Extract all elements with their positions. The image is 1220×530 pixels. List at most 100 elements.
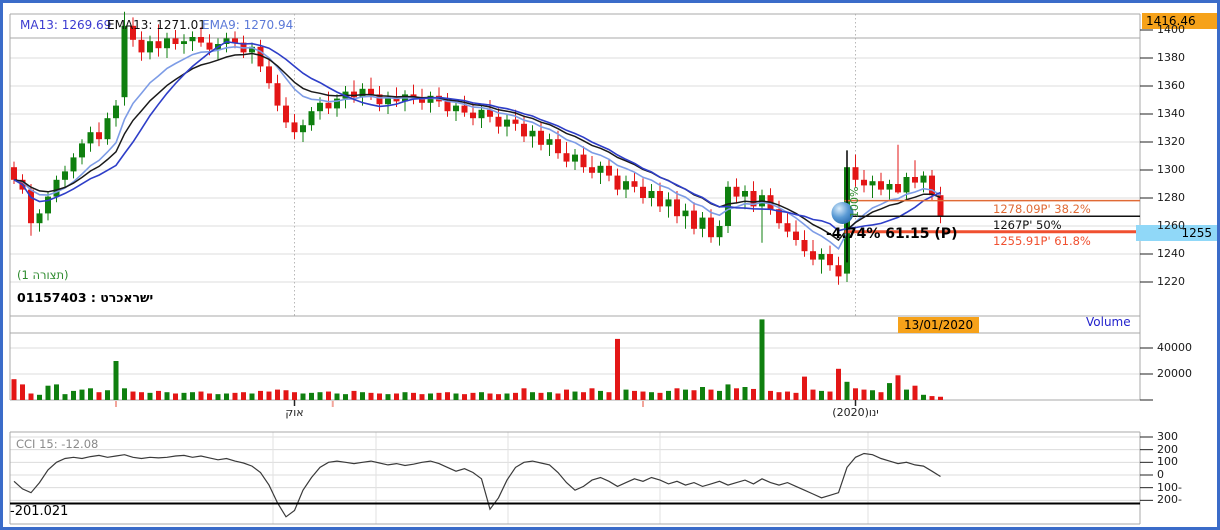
ema13-line: [13, 52, 941, 242]
candle: [878, 181, 884, 190]
volume-bar: [793, 392, 799, 400]
volume-bar: [377, 393, 382, 400]
fibonacci-tool[interactable]: [831, 150, 1141, 263]
volume-bar: [37, 394, 42, 400]
candle: [155, 41, 162, 49]
candle: [852, 167, 859, 180]
candle: [546, 139, 553, 145]
legend-ema9: EMA9: 1270.94: [202, 18, 294, 32]
volume-bar: [360, 392, 365, 400]
cci-axis-label: 300: [1157, 429, 1178, 443]
volume-bar: [802, 376, 807, 400]
candle: [70, 157, 77, 172]
candle: [886, 184, 893, 190]
volume-bar: [521, 388, 527, 400]
volume-bar: [419, 394, 425, 400]
candle: [28, 189, 34, 224]
candle: [733, 186, 740, 197]
volume-bar: [351, 390, 357, 400]
candle: [147, 41, 153, 53]
volume-bar: [224, 393, 229, 400]
volume-bar: [700, 387, 705, 400]
volume-bar: [368, 392, 374, 400]
volume-bar: [164, 392, 170, 400]
candle: [308, 111, 315, 126]
candle: [912, 177, 918, 183]
volume-bar: [232, 392, 238, 400]
volume-bar: [343, 394, 348, 400]
price-axis-label: 1400: [1157, 23, 1185, 36]
candle: [427, 95, 434, 103]
volume-bar: [54, 384, 59, 400]
candle: [920, 175, 927, 183]
volume-bar: [904, 389, 909, 400]
x-axis-label: ינו(2020): [832, 406, 879, 419]
volume-bar: [139, 392, 144, 400]
candle: [682, 210, 689, 217]
candle: [79, 143, 85, 158]
volume-bar: [819, 390, 824, 400]
candle: [895, 184, 901, 193]
candle: [648, 191, 655, 198]
cci-axis-label: 200-: [1157, 493, 1182, 507]
volume-bar: [156, 390, 161, 400]
instrument-label: 01157403 : ישראכרט: [17, 290, 154, 305]
volume-bar: [428, 393, 433, 400]
fib-handle-sphere[interactable]: [831, 202, 854, 224]
volume-axis-label: 40000: [1157, 341, 1192, 354]
volume-bar: [606, 392, 612, 400]
volume-bar: [487, 393, 493, 400]
candle: [512, 119, 519, 124]
volume-bar: [632, 390, 637, 400]
volume-bar: [292, 392, 297, 400]
candle: [708, 217, 714, 238]
candle: [164, 38, 170, 49]
volume-bar: [844, 381, 850, 400]
volume-bar: [190, 392, 195, 400]
volume-bar: [385, 394, 391, 400]
candle: [376, 94, 383, 105]
volume-bar: [870, 390, 875, 400]
volume-bar: [912, 385, 918, 400]
volume-bar: [530, 392, 535, 400]
volume-bar: [241, 392, 246, 400]
volume-bar: [113, 361, 119, 400]
candle: [325, 102, 332, 109]
candle: [631, 181, 638, 187]
price-axis-label: 1340: [1157, 107, 1185, 120]
candle: [563, 153, 570, 162]
candle: [291, 122, 298, 133]
volume-bar: [785, 391, 790, 400]
volume-bar: [589, 388, 595, 400]
cci-axis-label: 100-: [1157, 480, 1182, 494]
candle: [572, 154, 578, 162]
candle: [521, 123, 527, 137]
cci-axis-label: 100: [1157, 455, 1178, 469]
ema9-line: [13, 45, 941, 251]
volume-bar: [572, 391, 578, 400]
volume-bar: [402, 392, 408, 400]
volume-bar: [45, 385, 51, 400]
price-axis-label: 1380: [1157, 51, 1185, 64]
candle: [172, 38, 179, 44]
candle: [869, 181, 876, 186]
volume-bar: [411, 392, 416, 400]
volume-bar: [453, 393, 459, 400]
price-band-marker[interactable]: 1255: [1136, 225, 1220, 241]
volume-bar: [147, 392, 153, 400]
volume-bar: [895, 375, 901, 400]
volume-bar: [810, 389, 816, 400]
candle: [257, 46, 264, 67]
candle: [699, 217, 706, 229]
volume-bar: [776, 392, 782, 400]
candle: [623, 181, 629, 190]
candle: [665, 199, 672, 207]
volume-bar: [751, 388, 756, 400]
volume-bar: [258, 390, 263, 400]
volume-bar: [249, 393, 255, 400]
volume-bar: [513, 392, 518, 400]
volume-bar: [581, 392, 586, 400]
candle: [810, 251, 816, 260]
candle: [529, 130, 536, 137]
